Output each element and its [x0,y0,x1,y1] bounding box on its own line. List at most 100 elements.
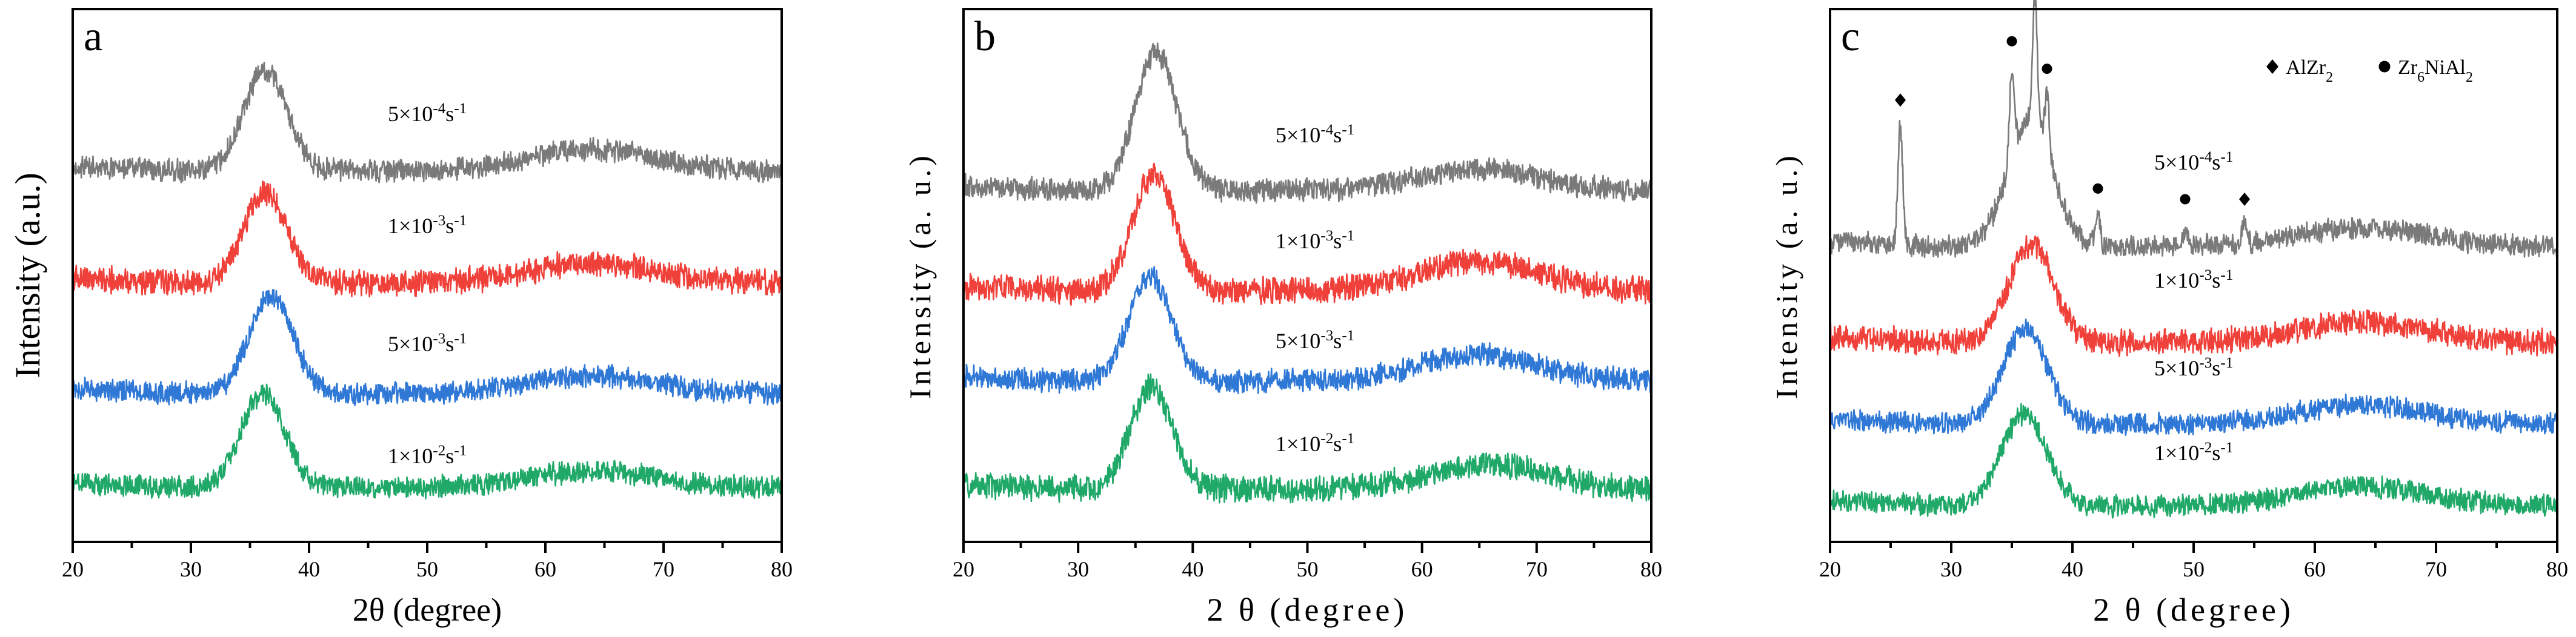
series-line-a-3 [72,289,783,406]
series-line-b-3 [962,266,1652,394]
superscript: -2 [2199,440,2212,456]
circle-icon [2378,61,2391,73]
superscript: -1 [1342,328,1354,344]
text-part: ×10 [399,214,433,238]
zr6nial2-peak-marker [2092,183,2103,194]
text-part: ×10 [1286,123,1320,147]
text-part: ×10 [399,102,433,126]
text-part: ×10 [399,444,433,468]
superscript: -1 [1342,431,1354,447]
text-part: s [2212,441,2220,465]
text-part: s [1333,123,1342,147]
superscript: -1 [2220,440,2233,456]
superscript: -1 [454,443,467,459]
x-tick-label: 60 [534,557,556,581]
text-part: ×10 [2165,441,2199,465]
text-part: s [445,102,454,126]
superscript: -4 [2199,149,2212,165]
strain-rate-label: 5×10-3s-1 [1276,328,1354,354]
superscript: -2 [1320,431,1333,447]
alzr2-peak-marker [2239,193,2250,206]
strain-rate-label: 1×10-3s-1 [388,213,467,239]
subscript: 2 [2466,70,2473,85]
subscript: 2 [2326,70,2333,85]
series-line-b-4 [962,373,1652,504]
zr6nial2-peak-marker [2042,64,2052,74]
superscript: -3 [2199,267,2212,283]
strain-rate-label: 1×10-3s-1 [2154,267,2233,293]
text-part: 1 [1276,432,1286,456]
x-tick-label: 70 [653,557,674,581]
strain-rate-label: 1×10-2s-1 [388,443,467,469]
text-part: s [445,332,454,356]
text-part: ×10 [2165,150,2199,174]
strain-rate-label: 5×10-4s-1 [1276,122,1354,148]
x-tick-label: 60 [2304,557,2326,581]
strain-rate-label: 1×10-2s-1 [2154,440,2233,466]
y-axis-label: Intensity (a. u.) [1769,152,1803,398]
alzr2-peak-marker [1895,93,1906,107]
superscript: -1 [454,213,467,229]
zr6nial2-peak-marker [2006,36,2017,47]
subscript: 6 [2417,70,2425,85]
text-part: ×10 [1286,329,1320,353]
text-part: s [445,444,454,468]
x-axis-label: 2 θ (degree) [1207,592,1408,628]
panel-letter: b [974,13,996,60]
superscript: -2 [433,443,445,459]
text-part: s [2212,356,2220,380]
superscript: -3 [2199,355,2212,371]
legend-label: AlZr2 [2286,56,2333,85]
y-axis-label: Intensity (a.u.) [8,173,47,378]
text-part: NiAl [2425,56,2466,79]
strain-rate-label: 1×10-3s-1 [1276,228,1354,254]
text-part: 5 [388,332,399,356]
strain-rate-label: 5×10-4s-1 [388,101,467,127]
text-part: ×10 [2165,268,2199,292]
x-tick-label: 30 [180,557,202,581]
strain-rate-label: 1×10-2s-1 [1276,431,1354,457]
series-line-b-1 [962,42,1652,204]
text-part: ×10 [2165,356,2199,380]
superscript: -4 [433,101,445,117]
x-axis-label: 2θ (degree) [353,592,502,628]
x-tick-label: 80 [1640,557,1662,581]
x-tick-label: 70 [1526,557,1548,581]
superscript: -1 [2220,149,2233,165]
x-tick-label: 20 [1819,557,1841,581]
y-axis-label: Intensity (a. u.) [903,152,937,398]
series-line-a-1 [72,61,783,183]
x-tick-label: 50 [1297,557,1319,581]
x-tick-label: 60 [1411,557,1433,581]
strain-rate-label: 5×10-3s-1 [388,331,467,357]
text-part: 5 [2154,150,2165,174]
text-part: 1 [388,214,399,238]
text-part: Zr [2398,56,2418,79]
text-part: 5 [388,102,399,126]
superscript: -1 [454,331,467,347]
text-part: ×10 [399,332,433,356]
text-part: 1 [2154,268,2165,292]
superscript: -1 [454,101,467,117]
superscript: -3 [433,213,445,229]
text-part: 5 [1276,329,1286,353]
zr6nial2-peak-marker [2180,194,2191,205]
superscript: -1 [1342,228,1354,244]
x-tick-label: 80 [2546,557,2568,581]
series-line-c-4 [1829,403,2558,519]
series-line-a-2 [72,180,783,298]
strain-rate-label: 5×10-3s-1 [2154,355,2233,381]
text-part: 1 [2154,441,2165,465]
text-part: AlZr [2286,56,2326,79]
x-tick-label: 20 [953,557,974,581]
text-part: s [2212,268,2220,292]
series-line-a-4 [72,383,783,500]
text-part: s [445,214,454,238]
x-tick-label: 30 [1940,557,1962,581]
series-line-c-3 [1829,318,2558,436]
text-part: s [1333,229,1342,253]
panel-letter: a [84,13,102,60]
panel-c: 5×10-4s-11×10-3s-15×10-3s-11×10-2s-120 30… [1769,0,2568,628]
superscript: -1 [1342,122,1354,138]
